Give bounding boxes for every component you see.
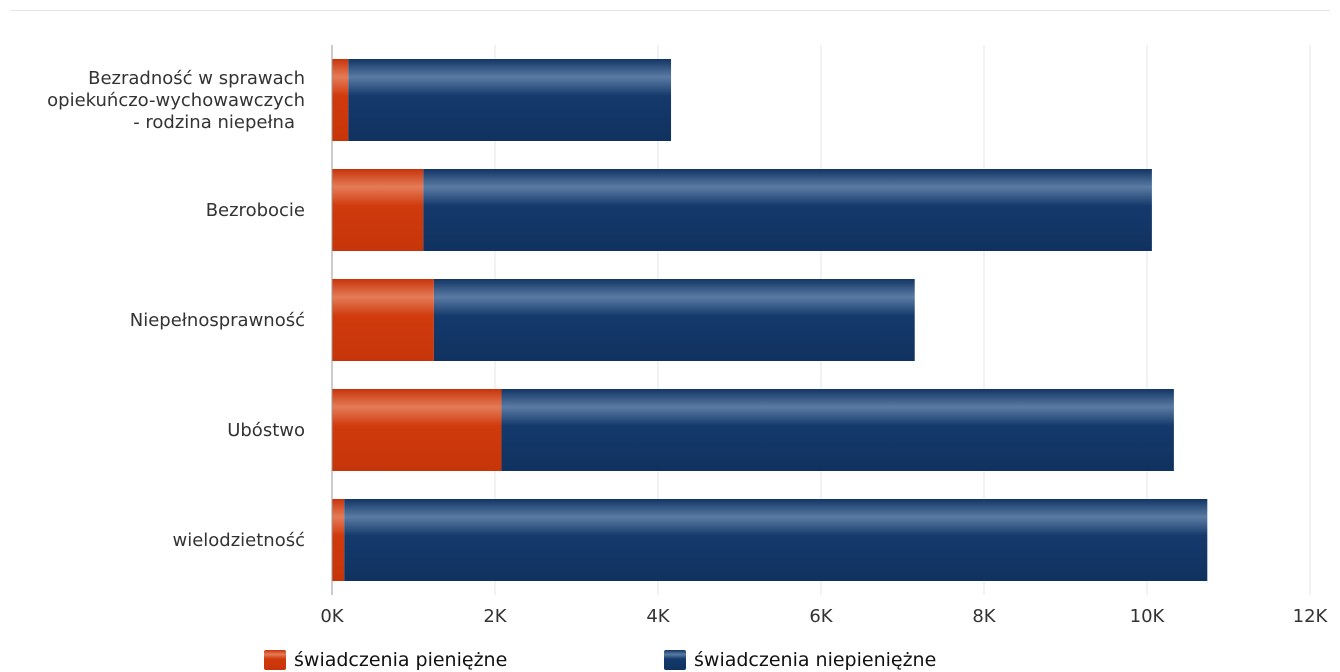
bar-niepieniezne [501,389,1174,471]
x-tick-label: 8K [972,606,996,627]
x-tick-label: 2K [483,606,507,627]
tick-labels: 0K 2K 4K 6K 8K 10K 12K [320,606,1328,627]
category-label: Bezradność w sprawach opiekuńczo-wychowaw… [47,68,305,133]
bar-pieniezne [332,499,345,581]
x-tick-label: 10K [1130,606,1166,627]
bar-pieniezne [332,279,434,361]
category-labels: Bezradność w sprawach opiekuńczo-wychowaw… [47,68,305,551]
legend-swatch-icon [264,650,286,670]
bar-pieniezne [332,169,424,251]
category-label-line: Niepełnosprawność [130,310,305,331]
x-tick-label: 6K [809,606,833,627]
category-label: Ubóstwo [227,420,305,441]
category-label: Niepełnosprawność [130,310,305,331]
legend-item-swiadczenia-niepieniezne[interactable]: świadczenia niepieniężne [664,648,936,672]
x-tick-label: 12K [1293,606,1329,627]
bar-niepieniezne [348,59,672,141]
legend-swatch-icon [664,650,686,670]
x-tick-label: 0K [320,606,344,627]
x-tick-label: 4K [646,606,670,627]
category-label-line: - rodzina niepełna [133,112,295,133]
bar-pieniezne [332,389,502,471]
legend-item-swiadczenia-pieniezne[interactable]: świadczenia pieniężne [264,648,507,672]
legend-label: świadczenia pieniężne [294,649,508,671]
legend-label: świadczenia niepieniężne [694,649,937,671]
category-label: Bezrobocie [206,200,305,221]
category-label-line: Bezrobocie [206,200,305,221]
bar-niepieniezne [344,499,1208,581]
top-divider [10,10,1330,11]
bars [332,59,1208,581]
category-label-line: opiekuńczo-wychowawczych [47,90,305,111]
bar-chart: Bezradność w sprawach opiekuńczo-wychowaw… [47,45,1329,627]
category-label-line: Ubóstwo [227,420,305,441]
legend: świadczenia pieniężne świadczenia niepie… [0,648,1340,672]
category-label-line: Bezradność w sprawach [88,68,305,89]
category-label-line: wielodzietność [172,530,305,551]
bar-niepieniezne [433,279,915,361]
bar-pieniezne [332,59,349,141]
category-label: wielodzietność [172,530,305,551]
bar-niepieniezne [423,169,1152,251]
